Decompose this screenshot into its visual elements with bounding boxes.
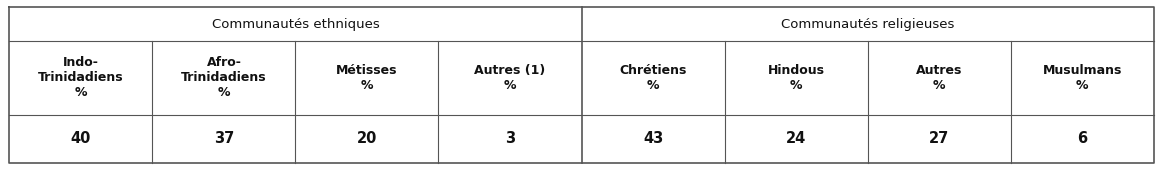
Text: Métisses
%: Métisses % <box>336 64 398 92</box>
Text: 43: 43 <box>643 131 663 147</box>
Text: 20: 20 <box>357 131 377 147</box>
Text: Afro-
Trinidadiens
%: Afro- Trinidadiens % <box>181 56 266 99</box>
Text: Musulmans
%: Musulmans % <box>1042 64 1122 92</box>
Text: Communautés religieuses: Communautés religieuses <box>780 18 955 30</box>
Text: 37: 37 <box>214 131 234 147</box>
Text: 6: 6 <box>1077 131 1087 147</box>
Text: 24: 24 <box>786 131 806 147</box>
Text: Hindous
%: Hindous % <box>768 64 825 92</box>
Text: 3: 3 <box>505 131 515 147</box>
Text: Chrétiens
%: Chrétiens % <box>620 64 686 92</box>
Text: Autres (1)
%: Autres (1) % <box>475 64 545 92</box>
Text: Communautés ethniques: Communautés ethniques <box>212 18 379 30</box>
Text: 40: 40 <box>71 131 91 147</box>
Text: Indo-
Trinidadiens
%: Indo- Trinidadiens % <box>38 56 123 99</box>
Text: 27: 27 <box>929 131 949 147</box>
Text: Autres
%: Autres % <box>916 64 962 92</box>
